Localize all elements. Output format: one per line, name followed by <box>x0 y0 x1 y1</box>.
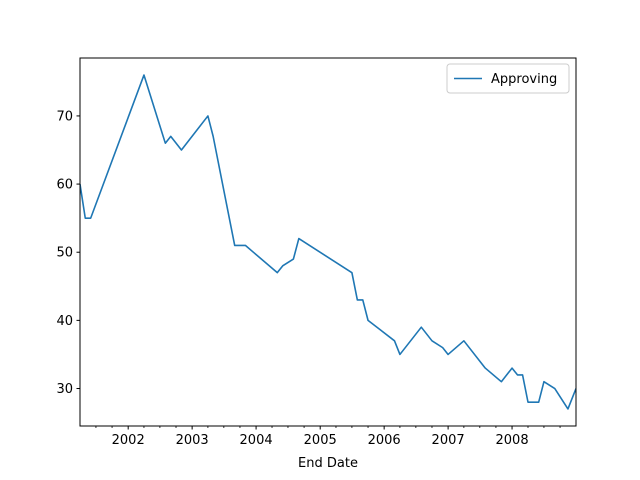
plot-area <box>80 74 576 410</box>
x-axis-label: End Date <box>298 456 358 471</box>
legend-box <box>446 63 570 94</box>
x-tick-label: 2003 <box>176 433 209 448</box>
x-tick-label: 2006 <box>368 433 401 448</box>
y-tick-label: 50 <box>56 246 73 261</box>
x-tick-label: 2007 <box>432 433 465 448</box>
legend: Approving <box>446 63 570 94</box>
legend-label: Approving <box>491 72 557 87</box>
axes <box>79 57 577 427</box>
x-tick-label: 2002 <box>112 433 145 448</box>
tick-marks <box>76 115 561 430</box>
y-tick-label: 30 <box>56 382 73 397</box>
y-tick-label: 40 <box>56 314 73 329</box>
x-tick-label: 2005 <box>304 433 337 448</box>
y-tick-label: 70 <box>56 109 73 124</box>
axes-frame <box>79 57 577 427</box>
x-tick-label: 2008 <box>496 433 529 448</box>
x-tick-label: 2004 <box>240 433 273 448</box>
tick-labels: 30 40 50 60 70 2002 2003 2004 2005 2006 2007 2008 <box>56 109 528 448</box>
y-tick-label: 60 <box>56 178 73 193</box>
series-line-0 <box>80 74 576 410</box>
